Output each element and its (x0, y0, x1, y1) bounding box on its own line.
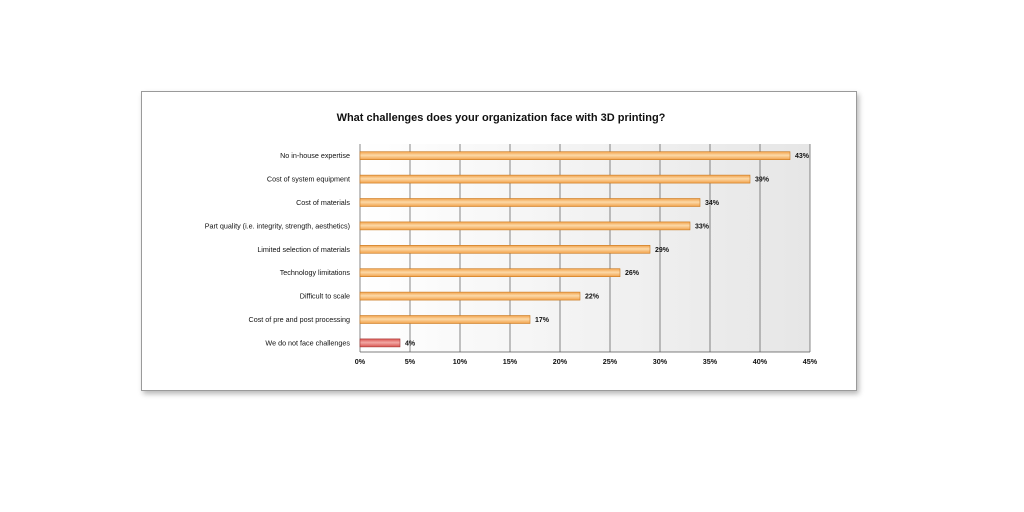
bar (359, 268, 621, 277)
bar-chart: What challenges does your organization f… (205, 112, 818, 366)
category-label: Cost of system equipment (267, 175, 350, 184)
chart-title: What challenges does your organization f… (337, 112, 666, 124)
data-label: 34% (705, 200, 720, 207)
x-tick-label: 15% (503, 357, 518, 366)
category-label: Difficult to scale (300, 292, 350, 301)
category-label: Limited selection of materials (257, 245, 350, 254)
data-label: 22% (585, 294, 600, 301)
category-label: We do not face challenges (265, 338, 350, 347)
category-label: Technology limitations (280, 268, 351, 277)
data-label: 17% (535, 317, 550, 324)
bar (359, 245, 651, 254)
category-label: Cost of pre and post processing (249, 315, 350, 324)
category-label: No in-house expertise (280, 151, 350, 160)
x-tick-label: 40% (753, 357, 768, 366)
x-tick-label: 5% (405, 357, 416, 366)
x-tick-label: 10% (453, 357, 468, 366)
x-tick-label: 30% (653, 357, 668, 366)
bar (359, 338, 401, 348)
data-label: 4% (405, 340, 416, 347)
data-label: 26% (625, 270, 640, 277)
bar (359, 174, 751, 184)
chart-frame: What challenges does your organization f… (141, 91, 857, 391)
category-label: Part quality (i.e. integrity, strength, … (205, 221, 350, 230)
x-tick-label: 35% (703, 357, 718, 366)
data-label: 33% (695, 223, 710, 230)
bar (359, 198, 701, 207)
x-tick-label: 0% (355, 357, 366, 366)
bar (359, 221, 691, 231)
data-label: 39% (755, 177, 770, 184)
bar (359, 291, 581, 301)
data-label: 29% (655, 247, 670, 254)
x-tick-label: 45% (803, 357, 818, 366)
data-label: 43% (795, 153, 810, 160)
category-label: Cost of materials (296, 198, 350, 207)
bar (359, 315, 531, 324)
x-tick-label: 25% (603, 357, 618, 366)
x-tick-label: 20% (553, 357, 568, 366)
bar (359, 151, 791, 161)
